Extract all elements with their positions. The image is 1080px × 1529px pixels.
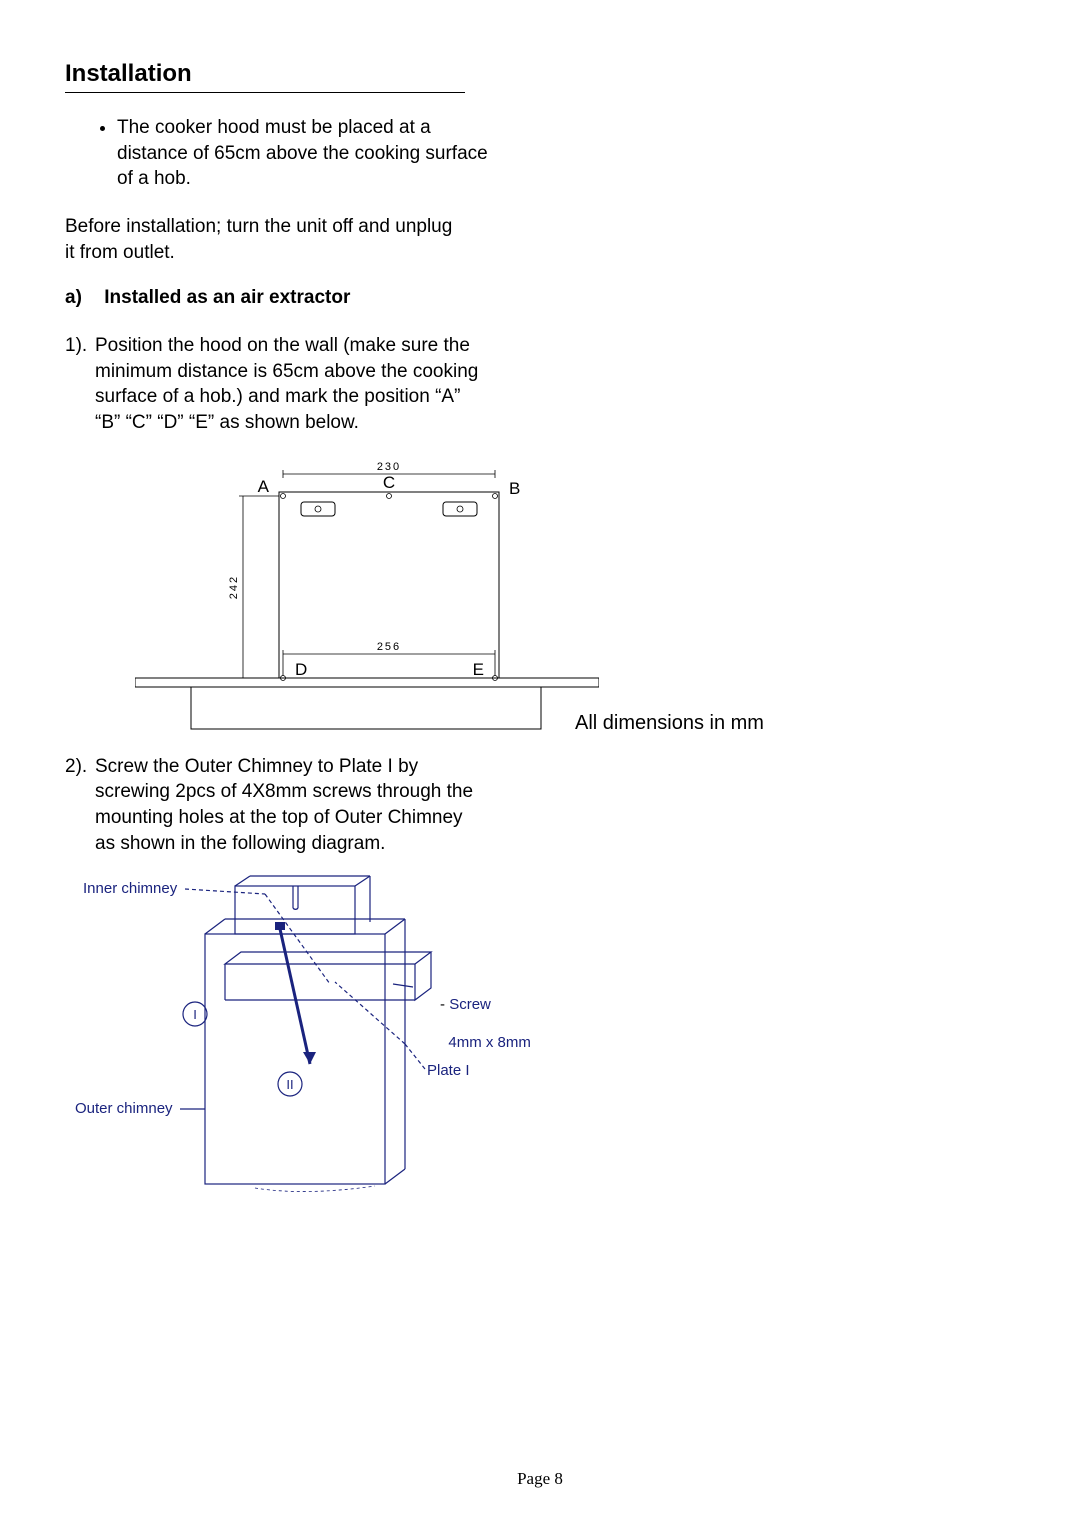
bullet-item-1: The cooker hood must be placed at a dist… — [117, 115, 495, 192]
dimensions-note: All dimensions in mm — [575, 712, 764, 735]
label-screw-2: 4mm x 8mm — [448, 1034, 531, 1051]
section-heading: Installation — [65, 60, 465, 93]
page-footer: Page 8 — [0, 1469, 1080, 1489]
intro-paragraph: Before installation; turn the unit off a… — [65, 214, 465, 265]
bullet-list: The cooker hood must be placed at a dist… — [95, 115, 495, 192]
dim-242: 242 — [228, 575, 240, 599]
step-1-number: 1). — [65, 333, 95, 436]
dim-256: 256 — [377, 641, 401, 653]
subheading-letter: a) — [65, 287, 99, 309]
badge-I: I — [193, 1007, 197, 1022]
label-A: A — [258, 477, 270, 496]
step-2-number: 2). — [65, 754, 95, 857]
subheading-text: Installed as an air extractor — [104, 287, 350, 308]
label-C: C — [383, 473, 395, 492]
step-1-text: Position the hood on the wall (make sure… — [95, 333, 485, 436]
label-D: D — [295, 660, 307, 679]
label-plate-i: Plate I — [427, 1062, 470, 1079]
diagram-1-positioning: 230 242 256 A B C D E All dimensions in … — [65, 454, 1015, 744]
dim-230: 230 — [377, 461, 401, 473]
subheading-a: a) Installed as an air extractor — [65, 287, 495, 309]
diagram-2-chimney: I II Inner chimney Outer chimney - Screw… — [75, 874, 515, 1204]
diagram-1-svg: 230 242 256 A B C D E — [135, 454, 599, 744]
label-screw-1: Screw — [449, 996, 491, 1013]
label-B: B — [509, 479, 520, 498]
footer-page-number: 8 — [554, 1469, 563, 1488]
footer-prefix: Page — [517, 1469, 554, 1488]
step-1: 1). Position the hood on the wall (make … — [65, 333, 485, 436]
label-inner-chimney: Inner chimney — [83, 880, 177, 897]
step-2-text: Screw the Outer Chimney to Plate I by sc… — [95, 754, 485, 857]
label-E: E — [473, 660, 484, 679]
label-outer-chimney: Outer chimney — [75, 1100, 173, 1117]
step-2: 2). Screw the Outer Chimney to Plate I b… — [65, 754, 485, 857]
badge-II: II — [286, 1077, 293, 1092]
